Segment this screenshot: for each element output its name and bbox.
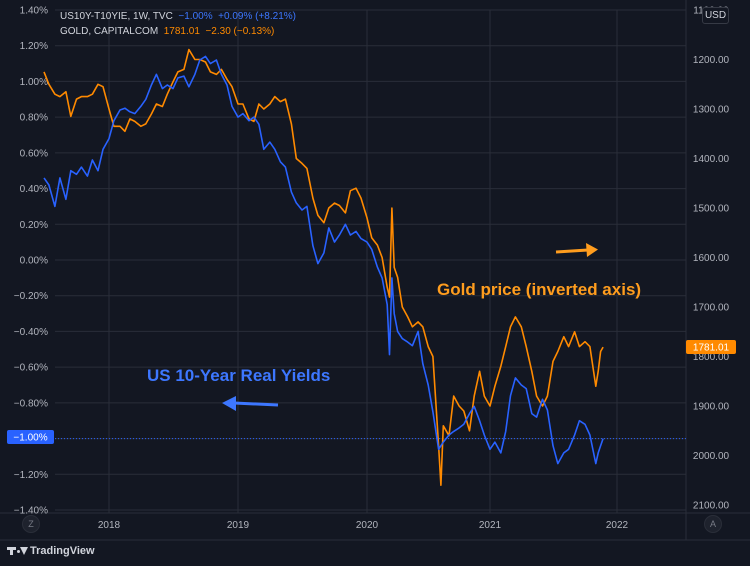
right-tick-label: 1800.00 [693, 352, 730, 363]
left-tick-label: 0.80% [20, 113, 48, 124]
brand-text: TradingView [30, 545, 95, 557]
legend-gold-value: 1781.01 [163, 26, 200, 37]
legend-gold-change: −2.30 (−0.13%) [205, 26, 275, 37]
left-tick-label: 0.40% [20, 184, 48, 195]
left-tick-label: 0.00% [20, 256, 48, 267]
last-value-label-gold: 1781.01 [686, 340, 736, 354]
left-tick-label: 1.20% [20, 41, 48, 52]
legend-yields-value: −1.00% [178, 11, 213, 22]
left-tick-label: −0.80% [14, 398, 48, 409]
time-tick-label: 2018 [98, 520, 121, 531]
right-tick-label: 1200.00 [693, 55, 730, 66]
right-tick-label: 1500.00 [693, 204, 730, 215]
time-tick-label: 2021 [479, 520, 502, 531]
annotation-gold: Gold price (inverted axis) [437, 280, 641, 299]
right-tick-label: 1600.00 [693, 253, 730, 264]
time-axis-band [0, 513, 750, 540]
annotations: Gold price (inverted axis) US 10-Year Re… [147, 243, 641, 411]
zoom-button[interactable]: Z [22, 515, 40, 533]
arrow-left-icon [222, 396, 279, 411]
tradingview-icon [7, 546, 28, 556]
left-tick-label: 0.20% [20, 220, 48, 231]
last-value-label-yields: −1.00% [7, 430, 54, 444]
last-value-gold-text: 1781.01 [693, 343, 730, 354]
series-line-yields [43, 55, 604, 465]
left-tick-label: 1.00% [20, 77, 48, 88]
right-tick-label: 2000.00 [693, 451, 730, 462]
left-tick-label: −0.20% [14, 291, 48, 302]
legend: US10Y-T10YIE, 1W, TVC −1.00% +0.09% (+8.… [60, 9, 296, 39]
right-axis: 1100.001200.001300.001400.001500.001600.… [693, 6, 730, 512]
last-value-yields-text: −1.00% [13, 433, 47, 444]
left-tick-label: −0.60% [14, 363, 48, 374]
arrow-right-icon [555, 243, 598, 257]
time-tick-label: 2019 [227, 520, 250, 531]
time-tick-label: 2022 [606, 520, 629, 531]
legend-yields-change: +0.09% (+8.21%) [218, 11, 296, 22]
time-tick-label: 2020 [356, 520, 379, 531]
tradingview-logo[interactable]: TradingView [7, 545, 95, 557]
annotation-yields: US 10-Year Real Yields [147, 366, 330, 385]
time-axis[interactable]: 2018 2019 2020 2021 2022 [98, 520, 629, 531]
legend-row-gold[interactable]: GOLD, CAPITALCOM 1781.01 −2.30 (−0.13%) [60, 24, 296, 39]
legend-yields-symbol: US10Y-T10YIE, 1W, TVC [60, 11, 173, 22]
series-line-gold [43, 48, 604, 486]
right-tick-label: 1900.00 [693, 402, 730, 413]
legend-gold-symbol: GOLD, CAPITALCOM [60, 26, 159, 37]
left-tick-label: −1.20% [14, 470, 48, 481]
legend-row-yields[interactable]: US10Y-T10YIE, 1W, TVC −1.00% +0.09% (+8.… [60, 9, 296, 24]
left-tick-label: 1.40% [20, 6, 48, 17]
left-tick-label: −1.40% [14, 506, 48, 517]
right-tick-label: 1400.00 [693, 154, 730, 165]
auto-scale-button[interactable]: A [704, 515, 722, 533]
left-tick-label: −0.40% [14, 327, 48, 338]
right-tick-label: 1700.00 [693, 303, 730, 314]
left-tick-label: 0.60% [20, 148, 48, 159]
right-tick-label: 1300.00 [693, 105, 730, 116]
currency-button[interactable]: USD [702, 7, 729, 24]
right-tick-label: 2100.00 [693, 501, 730, 512]
